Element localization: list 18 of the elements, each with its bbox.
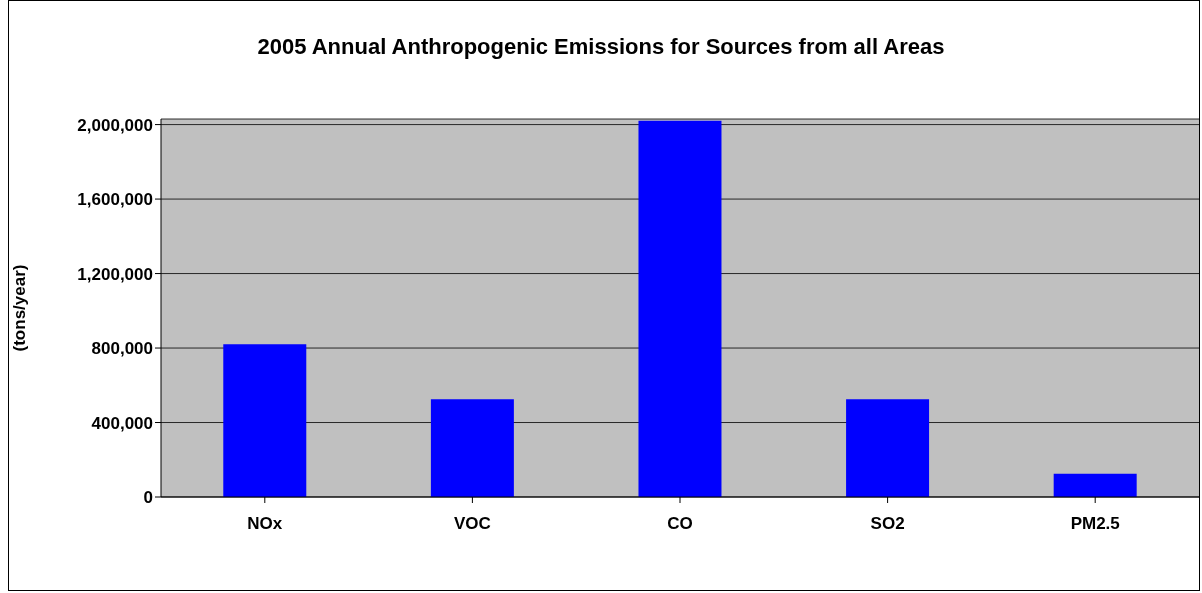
- bar: [638, 120, 722, 497]
- x-tick-label: PM2.5: [1070, 514, 1120, 534]
- y-tick-label: 0: [143, 488, 153, 508]
- y-tick-label: 2,000,000: [77, 115, 153, 135]
- y-tick-label: 1,200,000: [77, 264, 153, 284]
- y-tick-label: 800,000: [91, 339, 153, 359]
- bar: [223, 344, 307, 497]
- x-tick-label: NOx: [247, 514, 283, 534]
- x-tick-label: SO2: [870, 514, 905, 534]
- chart-title: 2005 Annual Anthropogenic Emissions for Sources from all Areas: [256, 34, 946, 60]
- y-tick-label: 1,600,000: [77, 190, 153, 210]
- x-tick-label: VOC: [453, 514, 491, 534]
- bar: [1053, 473, 1137, 497]
- y-tick-label: 400,000: [91, 413, 153, 433]
- bar: [846, 399, 930, 497]
- y-axis-title: (tons/year): [10, 264, 30, 352]
- bar: [430, 399, 514, 497]
- x-tick-label: CO: [667, 514, 693, 534]
